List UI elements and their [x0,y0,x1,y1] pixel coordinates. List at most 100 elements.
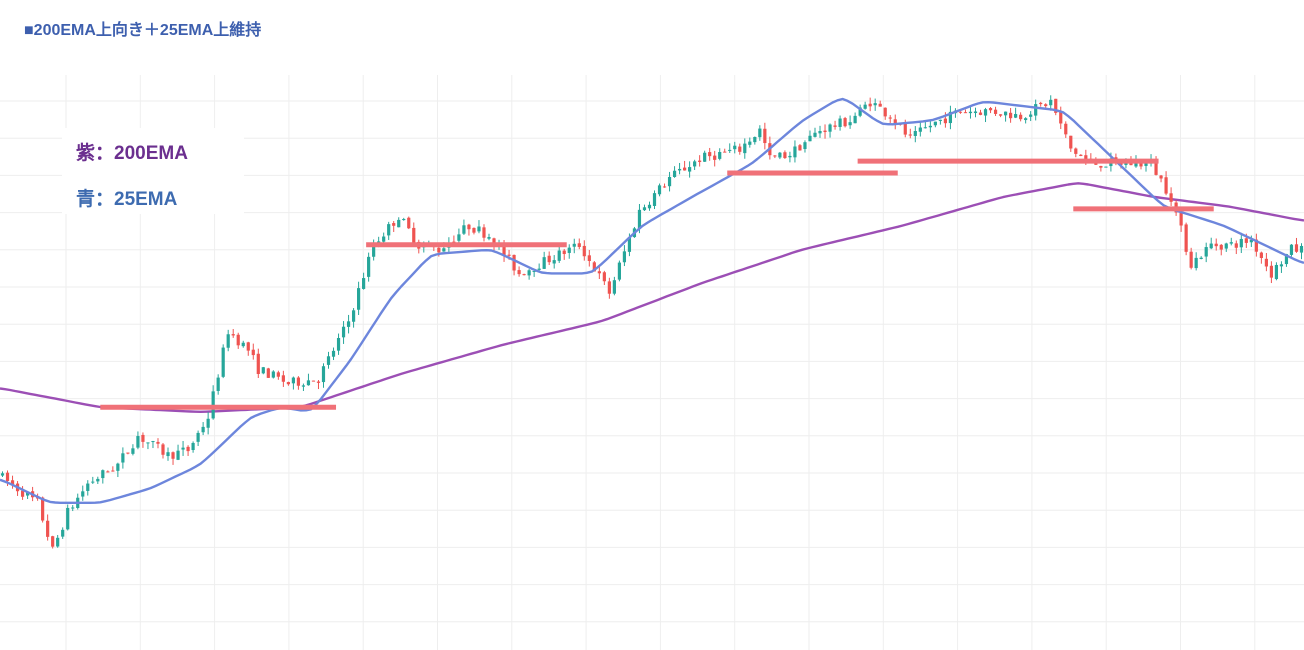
candle-body [718,152,722,159]
candle-body [61,529,65,537]
candle-body [171,452,175,459]
candle-body [146,442,150,444]
candle-body [462,225,466,234]
candle-body [813,132,817,137]
candle-body [467,224,471,230]
candle-body [868,103,872,107]
candle-body [622,251,627,263]
candle-body [592,262,596,272]
candle-body [978,112,983,115]
candle-body [988,108,993,111]
candle-body [863,104,867,109]
candle-body [392,223,396,226]
candle-body [542,257,546,269]
candle-body [246,342,250,351]
candle-body [537,268,541,270]
candle-body [1219,244,1223,250]
candle-body [773,155,777,157]
candle-body [387,224,391,236]
candle-body [452,241,456,243]
candle-body [281,375,285,382]
candle-body [472,227,476,233]
candle-body [126,452,130,454]
candle-body [627,237,632,252]
candle-body [25,492,30,496]
candle-body [1239,238,1243,248]
candle-body [106,471,110,473]
candle-body [336,337,341,351]
candle-body [1189,251,1193,268]
candle-body [793,146,797,158]
candle-body [226,334,230,348]
candle-body [998,114,1003,116]
candle-body [96,478,100,482]
ema25-line [0,97,1304,504]
candle-body [1049,99,1053,106]
candle-body [903,123,907,135]
candle-body [677,168,682,171]
candle-body [698,160,702,162]
candle-body [1254,239,1258,252]
candle-body [522,274,526,276]
candle-body [166,452,170,457]
candle-body [367,256,371,277]
candle-body [176,450,180,460]
candle-body [487,237,491,239]
candle-body [191,442,195,451]
candle-body [1269,265,1273,278]
candle-body [231,334,235,336]
candle-body [657,185,662,195]
candle-body [913,130,917,136]
candle-body [141,434,145,442]
candle-body [1244,238,1248,243]
candle-body [346,321,351,327]
candle-body [938,119,942,121]
candle-body [693,161,697,167]
candle-body [577,243,581,247]
candle-body [311,380,316,382]
candle-body [1199,257,1203,259]
candle-body [547,255,551,263]
candle-body [331,350,336,357]
candle-body [136,436,140,448]
candle-body [351,310,356,322]
candle-body [1299,245,1304,253]
candle-body [823,130,827,133]
candle-body [1124,162,1128,165]
candle-body [46,520,50,537]
candle-body [1234,243,1238,248]
candle-body [286,382,290,385]
candle-body [116,463,120,471]
candle-body [271,371,275,378]
candle-body [236,334,240,346]
candle-body [382,236,386,242]
candle-body [597,271,601,274]
candle-body [1169,193,1173,202]
candle-body [1009,112,1013,119]
candle-body [713,155,717,160]
candle-body [647,204,652,209]
candle-body [66,507,70,530]
candle-body [1264,258,1268,267]
candle-body [683,167,687,171]
candle-body [738,146,742,152]
candle-body [848,122,852,126]
candle-body [261,367,265,374]
candle-body [1019,114,1023,120]
candle-body [1179,212,1183,226]
candle-body [397,219,401,228]
candle-body [1289,244,1294,255]
candle-body [1039,102,1043,105]
candle-body [1099,165,1103,168]
candle-body [81,491,85,497]
candle-body [206,418,210,428]
candle-body [291,377,295,384]
candle-body [923,127,927,129]
candle-body [1164,177,1168,194]
ema200-layer [0,182,1304,413]
candle-body [858,107,862,116]
candle-body [1119,162,1123,165]
candle-body [843,118,847,127]
candle-body [1294,244,1299,252]
